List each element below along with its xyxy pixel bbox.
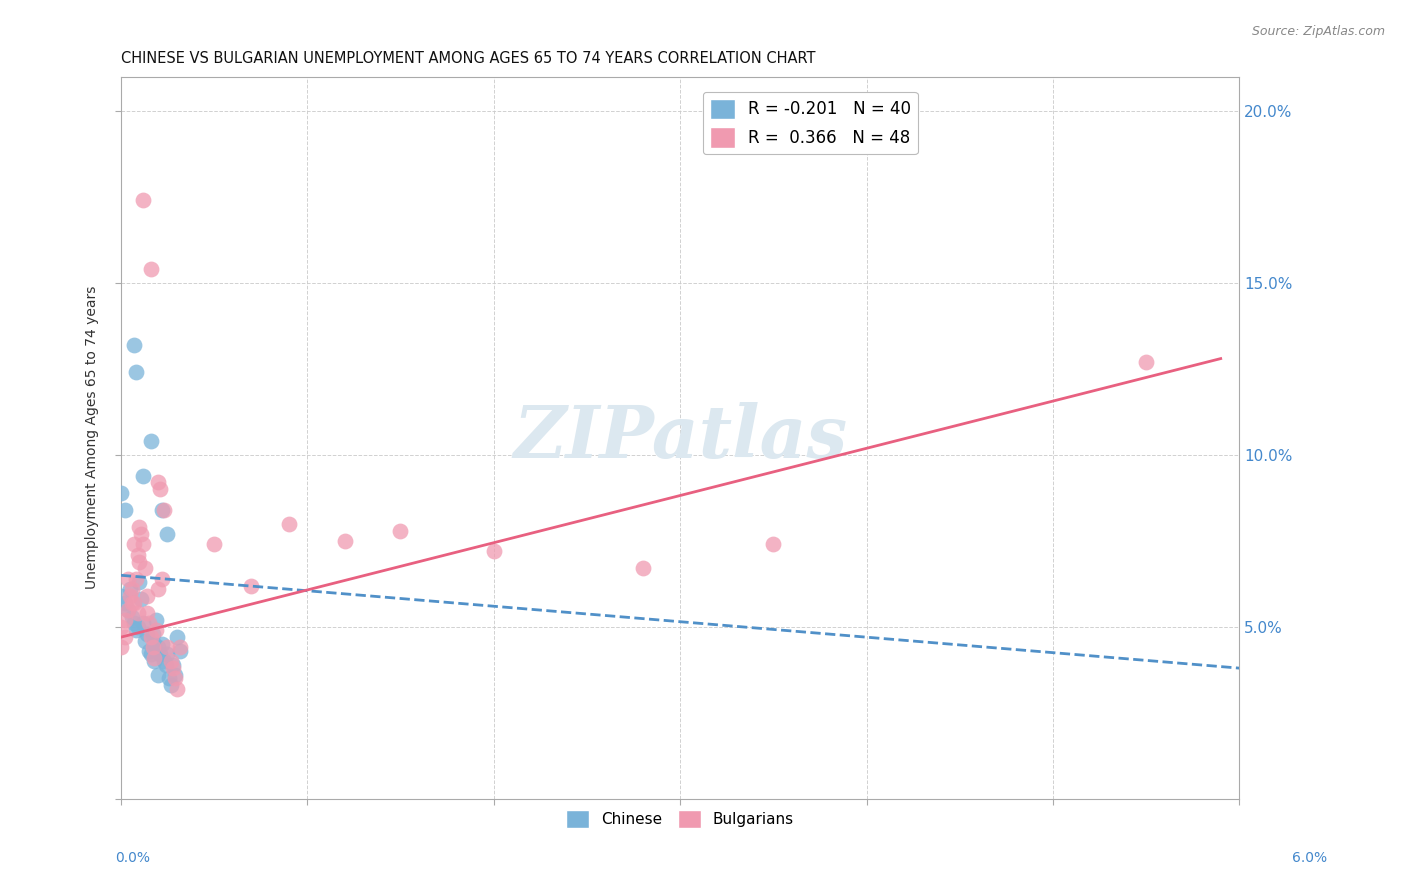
Point <box>121 596 143 610</box>
Point <box>141 640 163 655</box>
Point <box>138 644 160 658</box>
Point <box>389 524 412 538</box>
Point <box>127 620 149 634</box>
Point <box>163 672 186 686</box>
Point <box>139 630 162 644</box>
Y-axis label: Unemployment Among Ages 65 to 74 years: Unemployment Among Ages 65 to 74 years <box>86 286 100 590</box>
Text: CHINESE VS BULGARIAN UNEMPLOYMENT AMONG AGES 65 TO 74 YEARS CORRELATION CHART: CHINESE VS BULGARIAN UNEMPLOYMENT AMONG … <box>121 51 815 66</box>
Point <box>132 468 155 483</box>
Point <box>110 485 132 500</box>
Point <box>127 606 149 620</box>
Point <box>114 503 136 517</box>
Point <box>160 678 183 692</box>
Text: 6.0%: 6.0% <box>1292 851 1327 865</box>
Text: ZIPatlas: ZIPatlas <box>513 402 848 473</box>
Point <box>131 592 153 607</box>
Point <box>134 561 156 575</box>
Point <box>132 537 155 551</box>
Point <box>166 630 188 644</box>
Point <box>138 616 160 631</box>
Point <box>156 648 179 662</box>
Point <box>110 620 132 634</box>
Point <box>128 575 150 590</box>
Text: Source: ZipAtlas.com: Source: ZipAtlas.com <box>1251 25 1385 38</box>
Point <box>156 527 179 541</box>
Point <box>128 520 150 534</box>
Point <box>149 648 172 662</box>
Point <box>125 572 148 586</box>
Point <box>155 657 177 672</box>
Point <box>139 434 162 449</box>
Point <box>157 672 180 686</box>
Point <box>145 624 167 638</box>
Point <box>114 630 136 644</box>
Point <box>121 582 143 596</box>
Point <box>122 596 145 610</box>
Point <box>162 661 184 675</box>
Point <box>143 654 166 668</box>
Point <box>120 582 142 596</box>
Point <box>163 668 186 682</box>
Point <box>121 609 143 624</box>
Point <box>141 626 163 640</box>
Point <box>134 633 156 648</box>
Point <box>162 657 184 672</box>
Point <box>169 644 191 658</box>
Point <box>169 640 191 655</box>
Point <box>146 668 169 682</box>
Point <box>131 527 153 541</box>
Text: 0.0%: 0.0% <box>115 851 150 865</box>
Point <box>240 578 263 592</box>
Point <box>1135 355 1157 369</box>
Point <box>166 681 188 696</box>
Point <box>110 589 132 603</box>
Point <box>482 544 505 558</box>
Point <box>152 654 174 668</box>
Point <box>156 640 179 655</box>
Point <box>762 537 785 551</box>
Point <box>117 572 139 586</box>
Point <box>143 650 166 665</box>
Point <box>149 483 172 497</box>
Point <box>150 572 173 586</box>
Point <box>152 503 174 517</box>
Point <box>132 194 155 208</box>
Point <box>277 516 299 531</box>
Point <box>117 602 139 616</box>
Point <box>139 262 162 277</box>
Legend: Chinese, Bulgarians: Chinese, Bulgarians <box>560 804 800 835</box>
Point <box>135 626 157 640</box>
Point <box>122 537 145 551</box>
Point <box>143 637 166 651</box>
Point <box>127 548 149 562</box>
Point <box>135 589 157 603</box>
Point <box>160 654 183 668</box>
Point <box>333 533 356 548</box>
Point <box>120 589 142 603</box>
Point <box>202 537 225 551</box>
Point <box>114 596 136 610</box>
Point <box>110 640 132 655</box>
Point <box>114 613 136 627</box>
Point <box>125 365 148 379</box>
Point <box>150 637 173 651</box>
Point <box>139 648 162 662</box>
Point <box>122 338 145 352</box>
Point <box>135 606 157 620</box>
Point <box>631 561 654 575</box>
Point <box>125 624 148 638</box>
Point <box>128 555 150 569</box>
Point <box>122 616 145 631</box>
Point <box>117 602 139 616</box>
Point <box>145 613 167 627</box>
Point <box>150 503 173 517</box>
Point <box>132 616 155 631</box>
Point <box>146 475 169 490</box>
Point <box>146 640 169 655</box>
Point <box>146 582 169 596</box>
